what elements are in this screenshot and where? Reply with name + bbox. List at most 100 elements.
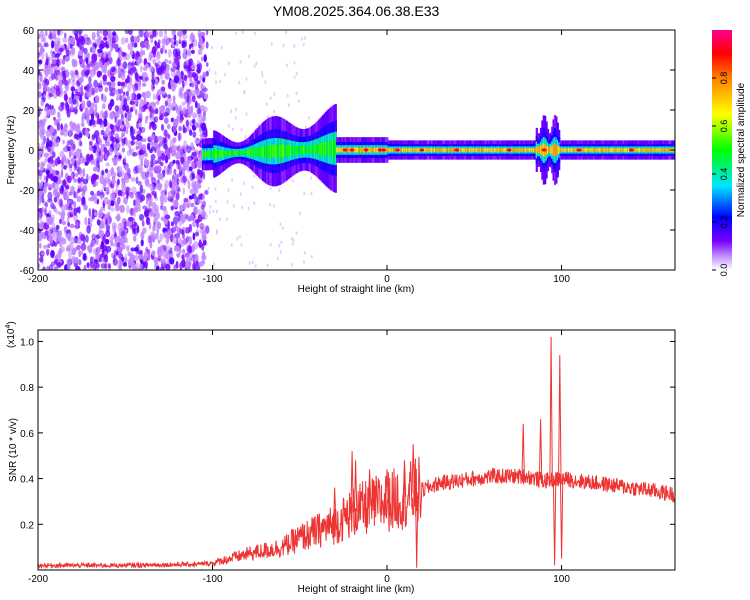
spectrogram-cell [243, 181, 245, 186]
spectrogram-cell [68, 128, 72, 138]
spectrogram-cell [121, 243, 126, 250]
spectrogram-ytick-label: -60 [20, 266, 35, 277]
spectrogram-cell [60, 169, 64, 178]
spectrogram-cell [185, 235, 190, 244]
spectrogram-cell [168, 60, 172, 65]
spectrogram-cell [65, 184, 70, 190]
spectrogram-cell [113, 141, 117, 149]
spectrogram-cell [288, 145, 291, 156]
spectrogram-cell [440, 148, 443, 152]
spectrogram-cell [81, 157, 87, 163]
spectrogram-cell [154, 208, 159, 217]
spectrogram-cell [189, 172, 195, 182]
spectrogram-cell [308, 116, 310, 120]
spectrogram-cell [177, 31, 180, 37]
spectrogram-cell [262, 146, 265, 158]
spectrogram-cell [58, 47, 64, 52]
spectrogram-cell [502, 148, 505, 152]
spectrogram-cell [150, 211, 154, 217]
spectrogram-cell [273, 92, 276, 97]
snr-ytick-label: 0.4 [20, 475, 34, 486]
spectrogram-cell [357, 147, 360, 153]
spectrogram-cell [68, 250, 72, 260]
spectrogram-cell [161, 123, 164, 132]
spectrogram-cell [120, 100, 124, 107]
spectrogram-cell [158, 30, 164, 38]
spectrogram-cell [198, 32, 203, 38]
spectrogram-cell [96, 219, 101, 226]
spectrogram-cell [145, 115, 149, 120]
spectrogram-cell [170, 205, 175, 211]
spectrogram-cell [214, 199, 217, 204]
spectrogram-cell [60, 66, 66, 72]
spectrogram-cell [178, 249, 182, 254]
spectrogram-cell [287, 145, 290, 156]
spectrogram-cell [186, 94, 190, 104]
spectrogram-cell [151, 250, 156, 257]
spectrogram-cell [139, 65, 143, 73]
spectrogram-cell [187, 47, 192, 56]
spectrogram-cell [59, 243, 63, 248]
spectrogram-cell [48, 264, 54, 270]
spectrogram-cell [73, 237, 77, 244]
spectrogram-cell [493, 148, 496, 152]
spectrogram-cell [581, 148, 584, 152]
spectrogram-cell [67, 211, 72, 219]
spectrogram-cell [144, 40, 150, 48]
svg-text:(x104): (x104) [5, 321, 17, 348]
spectrogram-cell [425, 148, 428, 152]
spectrogram-cell [114, 43, 119, 53]
spectrogram-cell [147, 197, 153, 203]
spectrogram-cell [65, 68, 69, 78]
spectrogram-cell [202, 194, 205, 200]
spectrogram-cell [40, 34, 46, 42]
spectrogram-cell [71, 99, 78, 105]
spectrogram-cell [271, 144, 275, 158]
spectrogram-cell [445, 148, 448, 152]
spectrogram-cell [129, 127, 135, 136]
spectrogram-cell [251, 260, 254, 265]
spectrogram-cell [269, 145, 272, 158]
spectrogram-cell [91, 134, 96, 141]
snr-ytick-label: 0.6 [20, 429, 34, 440]
spectrogram-cell [121, 121, 125, 125]
spectrogram-cell [180, 87, 185, 92]
spectrogram-cell [127, 69, 131, 75]
spectrogram-cell [151, 79, 156, 86]
spectrogram-cell [161, 205, 167, 212]
spectrogram-cell [196, 68, 201, 74]
spectrogram-cell [187, 245, 193, 254]
spectrogram-cell [188, 156, 192, 162]
spectrogram-cell [86, 115, 90, 124]
spectrogram-cell [562, 148, 565, 152]
spectrogram-cell [215, 80, 218, 84]
spectrogram-cell [89, 46, 93, 53]
spectrogram-cell [116, 143, 121, 149]
spectrogram-cell [198, 239, 202, 249]
spectrogram-cell [202, 131, 207, 138]
spectrogram-cell [523, 148, 526, 152]
spectrogram-cell [123, 124, 126, 133]
spectrogram-cell [216, 149, 219, 158]
spectrogram-cell [369, 147, 372, 153]
spectrogram-cell [66, 258, 72, 268]
spectrogram-cell [228, 150, 231, 156]
spectrogram-cell [156, 151, 161, 158]
spectrogram-cell [121, 147, 126, 153]
spectrogram-cell [62, 146, 68, 152]
spectrogram-cell [110, 66, 116, 73]
spectrogram-cell [80, 233, 86, 241]
spectrogram-cell [256, 147, 259, 157]
spectrogram-cell [187, 180, 191, 190]
spectrogram-xtick-label: -200 [28, 274, 48, 285]
spectrogram-cell [60, 123, 63, 131]
spectrogram-cell [49, 104, 52, 111]
spectrogram-cell [59, 198, 63, 207]
spectrogram-cell [241, 30, 244, 35]
spectrogram-cell [224, 150, 227, 157]
spectrogram-cell [38, 183, 42, 189]
spectrogram-cell [606, 148, 610, 152]
spectrogram-cell [91, 233, 95, 239]
spectrogram-cell [169, 169, 172, 175]
spectrogram-cell [158, 172, 164, 180]
